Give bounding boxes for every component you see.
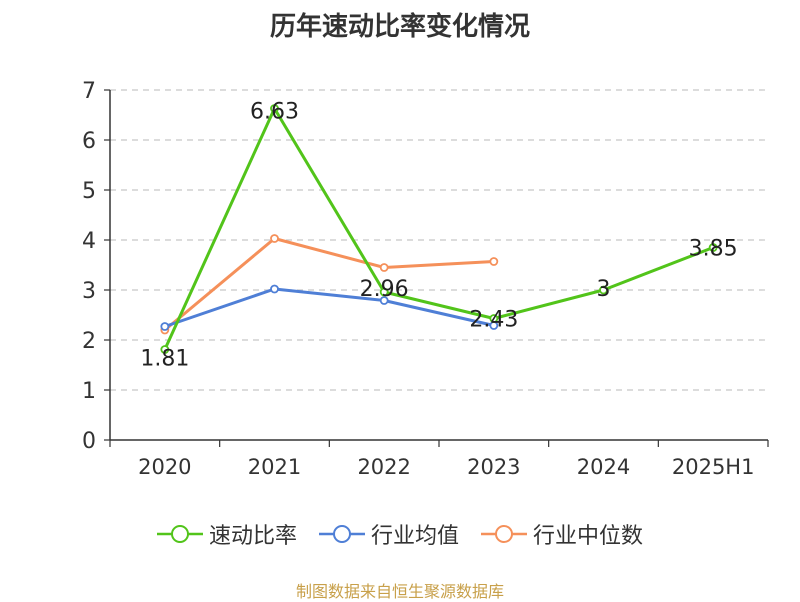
data-label: 2.96 xyxy=(360,277,409,302)
series-line xyxy=(163,107,714,351)
data-point xyxy=(489,257,499,266)
data-point xyxy=(270,234,279,243)
x-tick-label: 2023 xyxy=(467,455,520,479)
y-tick-label: 4 xyxy=(82,229,96,254)
legend-label: 速动比率 xyxy=(208,524,297,549)
data-point xyxy=(708,243,718,252)
data-label: 3.85 xyxy=(689,237,738,262)
chart-title: 历年速动比率变化情况 xyxy=(269,12,530,42)
data-point xyxy=(379,263,389,272)
legend-label: 行业中位数 xyxy=(533,524,644,549)
x-tick-label: 2025H1 xyxy=(672,455,755,479)
series-line xyxy=(163,237,494,332)
data-point xyxy=(489,314,499,323)
y-tick-label: 1 xyxy=(82,379,96,404)
data-point xyxy=(379,287,389,297)
legend-item-series-0[interactable]: 速动比率 xyxy=(156,518,297,550)
legend-item-series-1[interactable]: 行业均值 xyxy=(318,518,459,550)
x-tick-label: 2021 xyxy=(248,455,301,479)
data-point xyxy=(599,285,608,295)
data-label: 1.81 xyxy=(140,347,189,372)
legend-marker-icon xyxy=(318,525,365,543)
data-label: 3 xyxy=(597,277,611,302)
legend-item-series-2[interactable]: 行业中位数 xyxy=(481,518,643,550)
data-point xyxy=(379,296,389,305)
x-tick-label: 2022 xyxy=(357,455,410,479)
legend-marker-icon xyxy=(481,525,527,543)
series-line xyxy=(164,287,495,328)
y-tick-label: 3 xyxy=(82,279,96,304)
legend-marker-icon xyxy=(156,525,203,543)
data-label: 2.43 xyxy=(469,308,518,333)
y-tick-label: 2 xyxy=(82,329,96,354)
x-tick-label: 2020 xyxy=(138,455,191,479)
source-note: 制图数据来自恒生聚源数据库 xyxy=(295,582,504,601)
data-point xyxy=(270,284,279,294)
legend: 速动比率 行业均值 行业中位数 xyxy=(0,518,800,550)
y-tick-label: 6 xyxy=(82,129,96,154)
legend-label: 行业均值 xyxy=(370,524,459,549)
data-point xyxy=(160,322,170,331)
y-tick-label: 0 xyxy=(82,429,96,454)
y-tick-label: 5 xyxy=(82,179,96,204)
data-point xyxy=(160,345,170,354)
y-tick-label: 7 xyxy=(82,79,96,104)
x-tick-label: 2024 xyxy=(577,455,630,479)
data-label: 6.63 xyxy=(250,100,299,125)
data-point xyxy=(270,104,279,113)
